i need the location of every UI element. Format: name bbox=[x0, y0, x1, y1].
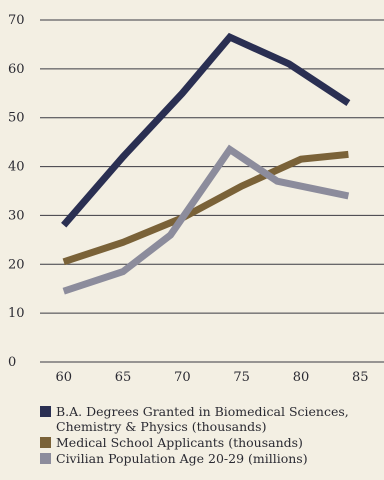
legend-item: Medical School Applicants (thousands) bbox=[40, 435, 384, 450]
legend-swatch bbox=[40, 437, 51, 448]
legend-swatch bbox=[40, 406, 51, 417]
y-tick-label: 20 bbox=[8, 257, 25, 272]
y-tick-label: 60 bbox=[8, 62, 25, 77]
y-tick-label: 50 bbox=[8, 111, 25, 126]
y-tick-label: 0 bbox=[8, 355, 16, 370]
x-tick-label: 80 bbox=[293, 370, 310, 385]
x-tick-label: 60 bbox=[55, 370, 72, 385]
x-tick-label: 70 bbox=[174, 370, 191, 385]
legend-swatch bbox=[40, 453, 51, 464]
legend-label-line: Medical School Applicants (thousands) bbox=[56, 435, 303, 450]
x-tick-label: 85 bbox=[352, 370, 369, 385]
x-tick-label: 75 bbox=[233, 370, 250, 385]
legend-label-line: Chemistry & Physics (thousands) bbox=[56, 419, 267, 434]
series-line-3 bbox=[62, 144, 350, 295]
legend-label: Medical School Applicants (thousands) bbox=[56, 435, 303, 450]
x-tick-label: 65 bbox=[115, 370, 132, 385]
series-line-2 bbox=[62, 150, 349, 266]
legend-item: B.A. Degrees Granted in Biomedical Scien… bbox=[40, 404, 384, 434]
y-tick-label: 70 bbox=[8, 13, 25, 28]
chart-legend: B.A. Degrees Granted in Biomedical Scien… bbox=[40, 404, 384, 467]
legend-label-line: Civilian Population Age 20-29 (millions) bbox=[56, 451, 308, 466]
y-tick-label: 30 bbox=[8, 208, 25, 223]
series-line-1 bbox=[61, 32, 351, 228]
legend-label-line: B.A. Degrees Granted in Biomedical Scien… bbox=[56, 404, 349, 419]
y-tick-label: 10 bbox=[8, 306, 25, 321]
legend-item: Civilian Population Age 20-29 (millions) bbox=[40, 451, 384, 466]
legend-label: Civilian Population Age 20-29 (millions) bbox=[56, 451, 308, 466]
line-chart: 0 10 20 30 40 50 60 70 60 65 70 75 80 85 bbox=[8, 13, 384, 385]
legend-label: B.A. Degrees Granted in Biomedical Scien… bbox=[56, 404, 349, 434]
y-tick-label: 40 bbox=[8, 160, 25, 175]
